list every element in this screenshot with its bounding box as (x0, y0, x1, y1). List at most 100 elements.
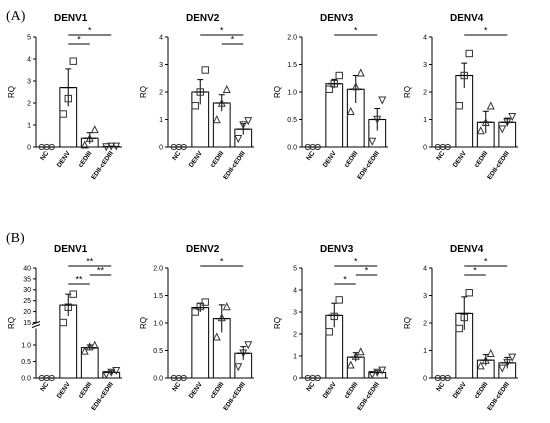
y-tick-label: 30 (23, 287, 31, 294)
data-point-square (330, 80, 338, 88)
category-label: NC (171, 381, 182, 393)
data-point-square (201, 66, 209, 74)
category-label: EDII-cEDIII (222, 150, 247, 181)
data-point-square (465, 49, 473, 58)
significance-label: * (343, 275, 347, 285)
category-label: NC (435, 381, 446, 393)
y-tick-label: 2 (293, 331, 297, 338)
category-label: cEDIII (77, 381, 93, 400)
y-tick-label: 2 (423, 89, 427, 96)
significance-label: * (484, 26, 488, 36)
y-axis-label: RQ (403, 86, 412, 98)
y-tick-label: 0.5 (21, 359, 31, 366)
data-point-triangle (222, 302, 231, 311)
data-point-square (325, 328, 333, 336)
data-point-triangle-down (239, 349, 248, 358)
data-point-square (465, 289, 473, 297)
data-point-square (455, 324, 463, 333)
y-axis-label: RQ (7, 86, 16, 98)
data-point-triangle-down (508, 353, 517, 362)
bar (325, 83, 344, 148)
data-point-square (196, 88, 204, 96)
y-tick-label: 0 (293, 375, 297, 382)
category-label: cEDIII (209, 150, 225, 169)
y-tick-label: 4 (159, 34, 163, 41)
data-point-triangle-down (503, 118, 512, 127)
y-tick-label: 0.0 (21, 375, 31, 382)
significance-label: * (220, 26, 224, 36)
significance-label: * (77, 35, 81, 45)
y-tick-label: 0.5 (153, 348, 163, 355)
chart-title: DENV2 (186, 13, 220, 24)
y-tick-label: 0 (423, 375, 427, 382)
data-point-triangle (212, 332, 221, 341)
y-tick-label: 0.0 (153, 375, 163, 382)
data-point-triangle (346, 360, 355, 369)
y-tick-label: 0.5 (287, 117, 297, 124)
data-point-triangle (90, 340, 99, 349)
data-point-square (64, 303, 72, 311)
data-point-square (59, 110, 67, 118)
data-point-triangle-down (368, 371, 377, 380)
data-point-circle (180, 143, 187, 151)
data-point-square (330, 312, 338, 321)
y-tick-label: 3 (423, 293, 427, 300)
data-point-triangle (476, 361, 485, 370)
data-point-triangle (481, 355, 490, 364)
data-point-triangle-down (107, 368, 116, 377)
data-point-square (201, 298, 209, 306)
axis-break-mark (31, 324, 41, 328)
significance-label: * (220, 257, 224, 267)
y-tick-label: 1.0 (153, 320, 163, 327)
y-tick-label: 35 (23, 276, 31, 283)
data-point-triangle-down (498, 364, 507, 373)
data-point-triangle-down (244, 341, 253, 350)
significance-label: ** (97, 266, 105, 276)
data-point-triangle (486, 348, 495, 357)
data-point-triangle-down (107, 142, 116, 151)
y-tick-label: 1 (423, 117, 427, 124)
data-point-triangle (90, 125, 99, 134)
row-label-a: (A) (6, 9, 26, 24)
data-point-triangle (222, 84, 231, 93)
data-point-triangle-down (378, 366, 387, 375)
data-point-square (191, 102, 199, 110)
y-tick-label: 2 (159, 89, 163, 96)
category-label: cEDIII (473, 150, 489, 169)
chart-title: DENV3 (320, 244, 354, 255)
significance-label: ** (86, 257, 94, 267)
y-tick-label: 0 (27, 144, 31, 151)
category-label: EDII-cEDIII (486, 150, 511, 181)
category-label: cEDIII (343, 150, 359, 169)
chart-title: DENV1 (54, 244, 88, 255)
y-tick-label: 1.0 (21, 342, 31, 349)
chart-panel-a-denv3: 0.0 0.5 1.0 1.5 2.0 RQ DENV3 NC DENV cEDIIIEDII-c… (273, 13, 388, 181)
significance-label: * (473, 266, 477, 276)
data-point-triangle (85, 133, 94, 142)
y-tick-label: 1 (27, 122, 31, 129)
data-point-circle (444, 143, 451, 151)
data-point-circle (180, 374, 187, 382)
category-label: NC (39, 150, 50, 162)
data-point-triangle-down (373, 115, 382, 124)
data-point-triangle-down (368, 137, 377, 146)
category-label: EDII-cEDIII (486, 381, 511, 412)
data-point-square (69, 290, 77, 298)
y-axis-label: RQ (273, 317, 282, 329)
category-label: cEDIII (473, 381, 489, 400)
y-tick-label: 2 (423, 320, 427, 327)
data-point-square (69, 57, 77, 65)
significance-label: * (354, 257, 358, 267)
data-point-triangle-down (239, 121, 248, 130)
y-tick-label: 1.0 (287, 89, 297, 96)
category-label: NC (171, 150, 182, 162)
category-label: EDII-cEDIII (356, 150, 381, 181)
data-point-triangle-down (373, 368, 382, 377)
data-point-circle (444, 374, 451, 382)
y-tick-label: 4 (27, 56, 31, 63)
data-point-square (196, 302, 204, 311)
bar (80, 347, 99, 379)
